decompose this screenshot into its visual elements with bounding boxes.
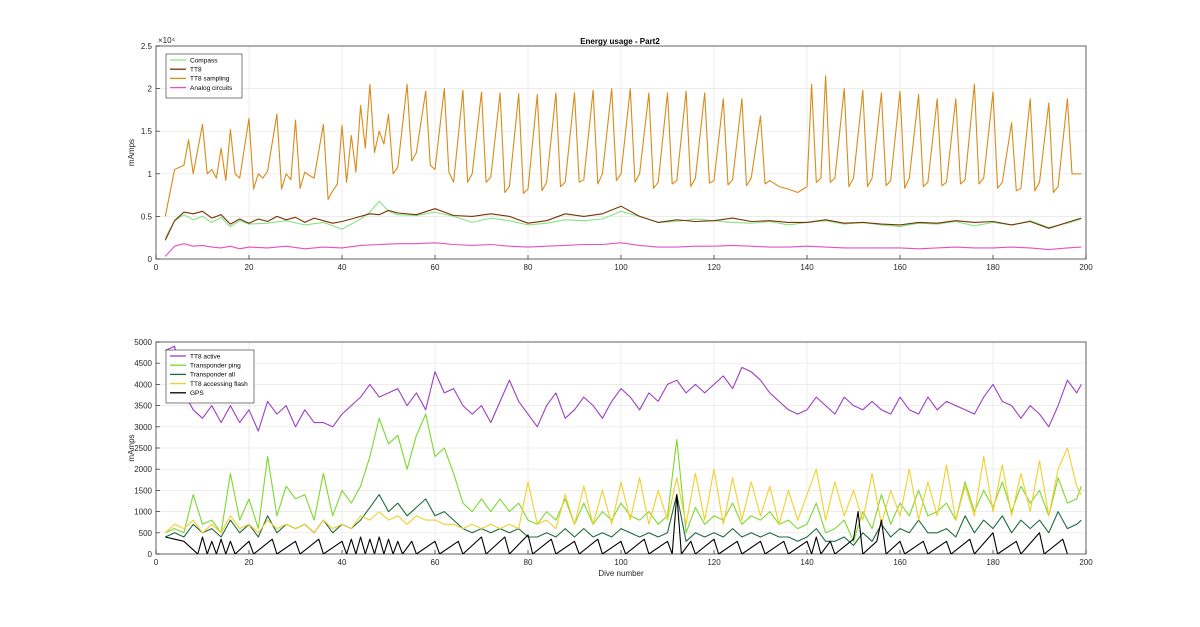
- x-tick-label: 140: [800, 558, 814, 567]
- x-tick-label: 0: [154, 558, 159, 567]
- series-line-tt8-sampling: [164, 75, 1082, 217]
- x-tick-label: 200: [1079, 558, 1093, 567]
- series-line-tt8: [164, 205, 1082, 241]
- legend-label: Transponder all: [190, 372, 235, 379]
- y-tick-label: 1: [148, 170, 153, 179]
- y-tick-label: 3000: [134, 423, 152, 432]
- legend-label: TT8 sampling: [190, 76, 230, 83]
- x-tick-label: 100: [614, 263, 628, 272]
- series-line-tt8-accessing-flash: [164, 447, 1082, 534]
- y-tick-label: 0: [148, 255, 153, 264]
- x-axis-label: Dive number: [598, 569, 644, 578]
- y-tick-label: 4500: [134, 359, 152, 368]
- y-tick-label: 2500: [134, 444, 152, 453]
- x-tick-label: 180: [986, 263, 1000, 272]
- legend-label: GPS: [190, 390, 204, 397]
- series-line-compass: [164, 200, 1082, 238]
- legend-label: Transponder ping: [190, 363, 241, 370]
- y-tick-label: 2.5: [141, 42, 153, 51]
- x-tick-label: 160: [893, 558, 907, 567]
- series-line-transponder-all: [165, 494, 1082, 547]
- x-tick-label: 140: [800, 263, 814, 272]
- x-tick-label: 120: [707, 263, 721, 272]
- y-axis-exponent-label: ×10⁴: [158, 36, 176, 45]
- legend-label: Analog circuits: [190, 85, 233, 92]
- y-tick-label: 5000: [134, 338, 152, 347]
- x-tick-label: 80: [524, 558, 533, 567]
- y-tick-label: 4000: [134, 380, 152, 389]
- y-tick-label: 1500: [134, 486, 152, 495]
- x-tick-label: 20: [245, 263, 254, 272]
- x-tick-label: 80: [524, 263, 533, 272]
- legend-label: TT8 active: [190, 353, 221, 360]
- x-tick-label: 0: [154, 263, 159, 272]
- figure-title: Energy usage - Part2: [580, 37, 660, 46]
- x-tick-label: 20: [245, 558, 254, 567]
- series-line-transponder-ping: [165, 413, 1082, 542]
- legend-box: [165, 349, 255, 404]
- x-tick-label: 60: [431, 558, 440, 567]
- series-line-tt8-active: [165, 345, 1082, 432]
- y-tick-label: 1.5: [141, 127, 153, 136]
- x-tick-label: 100: [614, 558, 628, 567]
- series-line-analog-circuits: [164, 242, 1082, 257]
- series-line-gps: [165, 494, 1068, 554]
- x-tick-label: 60: [431, 263, 440, 272]
- legend-box: [165, 53, 243, 99]
- y-tick-label: 0: [148, 550, 153, 559]
- x-tick-label: 200: [1079, 263, 1093, 272]
- y-tick-label: 500: [139, 529, 153, 538]
- y-tick-label: 1000: [134, 508, 152, 517]
- y-tick-label: 2000: [134, 465, 152, 474]
- legend-label: TT8: [190, 67, 202, 74]
- y-axis-label: mAmps: [127, 139, 136, 166]
- x-tick-label: 180: [986, 558, 1000, 567]
- x-tick-label: 160: [893, 263, 907, 272]
- x-tick-label: 40: [338, 558, 347, 567]
- legend-label: Compass: [190, 57, 218, 64]
- y-tick-label: 3500: [134, 402, 152, 411]
- x-tick-label: 40: [338, 263, 347, 272]
- legend-label: TT8 accessing flash: [190, 381, 248, 388]
- x-tick-label: 120: [707, 558, 721, 567]
- y-tick-label: 2: [148, 85, 153, 94]
- chart-panel-1: 0 20 40 60 80 100 120 140 160 180 200 0 0.5 1 1.5 2 2.5 ×…: [127, 36, 1093, 272]
- chart-panel-2: 0 20 40 60 80 100 120 140 160 180 2000500100015002…: [127, 338, 1093, 578]
- y-axis-label: mAmps: [127, 434, 136, 461]
- y-tick-label: 0.5: [141, 212, 153, 221]
